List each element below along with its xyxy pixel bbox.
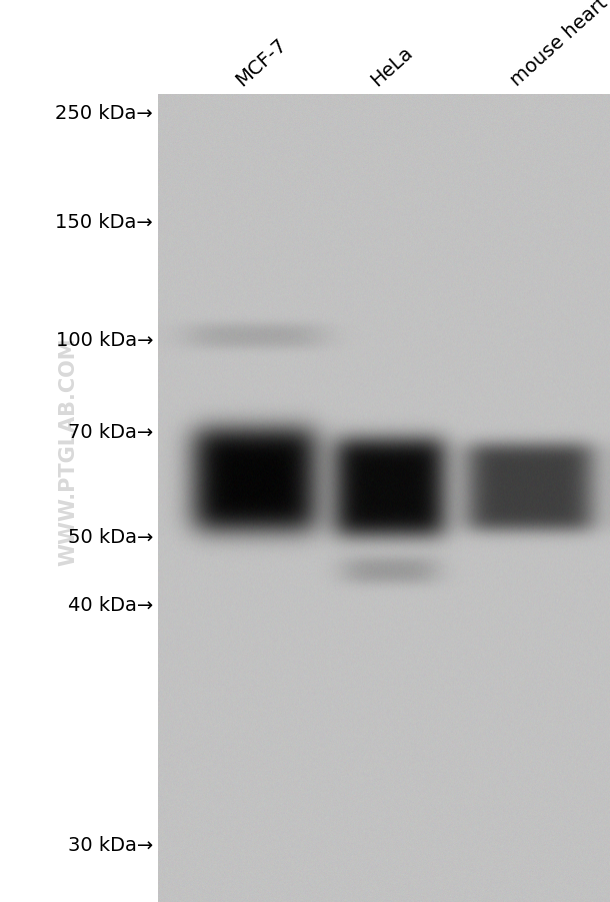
Text: HeLa: HeLa bbox=[367, 43, 417, 90]
Text: 40 kDa→: 40 kDa→ bbox=[68, 595, 153, 614]
Text: 150 kDa→: 150 kDa→ bbox=[56, 213, 153, 232]
Text: 100 kDa→: 100 kDa→ bbox=[56, 330, 153, 349]
Text: WWW.PTGLAB.COM: WWW.PTGLAB.COM bbox=[58, 336, 78, 566]
Text: 30 kDa→: 30 kDa→ bbox=[68, 835, 153, 854]
Text: 50 kDa→: 50 kDa→ bbox=[68, 528, 153, 547]
Text: 250 kDa→: 250 kDa→ bbox=[56, 104, 153, 123]
Text: MCF-7: MCF-7 bbox=[232, 35, 290, 90]
Text: 70 kDa→: 70 kDa→ bbox=[68, 422, 153, 441]
Text: mouse heart: mouse heart bbox=[508, 0, 610, 90]
